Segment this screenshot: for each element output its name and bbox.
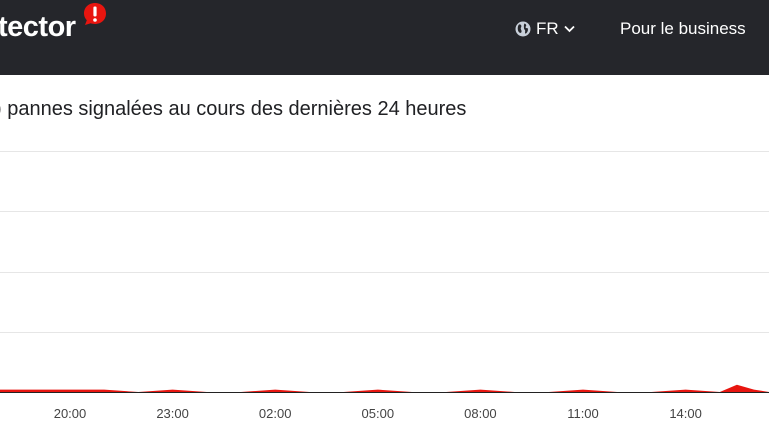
chart-x-tick-label: 02:00 [259,406,292,421]
business-link[interactable]: Pour le business [620,19,746,38]
chart-x-tick-label: 23:00 [156,406,189,421]
site-logo[interactable]: tector [0,9,76,45]
outage-reports-chart: 20:00 23:00 02:00 05:00 08:00 11:00 14:00 [0,151,769,421]
language-label: FR [536,19,559,38]
language-selector[interactable]: FR [515,18,575,40]
outage-series-area [0,151,769,392]
alert-badge-icon [84,3,106,25]
globe-icon [515,21,531,37]
chevron-down-icon [564,25,575,33]
chart-x-tick-label: 08:00 [464,406,497,421]
outage-chart-heading: ) pannes signalées au cours des dernière… [0,98,467,120]
chart-x-tick-label: 05:00 [362,406,395,421]
top-navigation-bar: tector FR Pour le business [0,0,769,75]
chart-x-tick-label: 20:00 [54,406,87,421]
logo-text: tector [0,11,76,43]
chart-x-tick-label: 11:00 [567,406,599,421]
chart-x-tick-label: 14:00 [669,406,702,421]
